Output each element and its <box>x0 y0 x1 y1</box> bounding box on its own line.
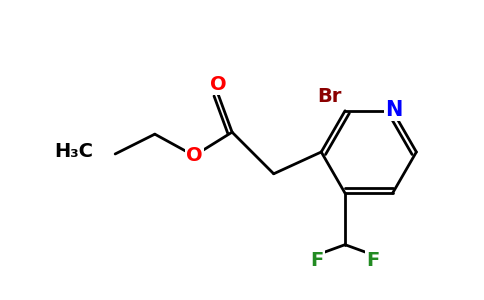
Text: O: O <box>186 146 203 165</box>
Text: F: F <box>311 251 324 270</box>
Text: N: N <box>385 100 402 120</box>
Text: Br: Br <box>317 87 341 106</box>
Text: O: O <box>210 75 227 94</box>
Text: H₃C: H₃C <box>54 142 93 161</box>
Text: F: F <box>366 251 379 270</box>
